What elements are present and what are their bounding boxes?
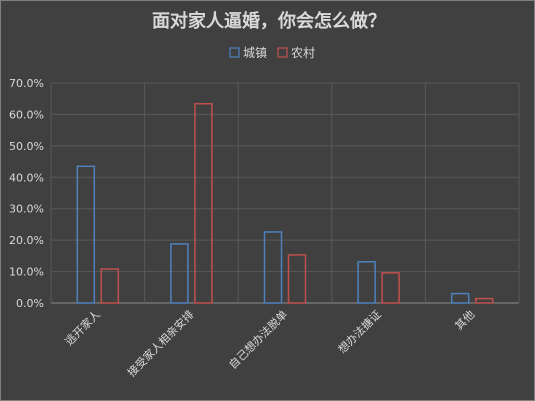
legend-label-0: 城镇 [243,46,267,60]
y-tick-label-2: 20.0% [9,234,44,247]
y-tick-label-4: 40.0% [9,171,44,184]
legend-label-1: 农村 [291,46,315,60]
y-tick-label-1: 10.0% [9,266,44,279]
y-tick-label-0: 0.0% [16,297,44,310]
bar-3-1 [381,272,400,304]
bars [76,102,494,304]
bar-4-1 [474,297,494,304]
y-tick-label-5: 50.0% [9,140,44,153]
bar-1-0 [170,243,189,304]
x-tick-label-2: 自己想办法脱单 [226,307,290,371]
x-tick-label-1: 接受家人相亲安排 [124,307,196,379]
x-tick-label-4: 其他 [453,308,478,333]
bar-2-1 [287,254,307,304]
x-tick-label-0: 逃开家人 [62,307,103,348]
chart-title: 面对家人逼婚，你会怎么做？ [152,10,386,32]
y-tick-label-3: 30.0% [9,203,44,216]
legend-swatch-0 [229,47,240,58]
y-tick-label-6: 60.0% [9,108,44,121]
y-tick-label-7: 70.0% [9,77,44,90]
legend-swatch-1 [277,47,288,58]
bar-0-1 [100,268,120,304]
bar-2-0 [263,231,283,304]
x-axis: 逃开家人 接受家人相亲安排 自己想办法脱单 想办法搪证 其他 [62,307,477,379]
bar-0-0 [76,165,96,304]
bar-4-0 [450,292,470,304]
x-tick-label-3: 想办法搪证 [335,307,384,356]
gridlines [50,82,520,304]
y-axis: 0.0% 10.0% 20.0% 30.0% 40.0% 50.0% 60.0% 70.0% [9,77,44,310]
bar-3-0 [357,261,376,304]
bar-1-1 [194,102,213,304]
legend: 城镇 农村 [229,46,315,60]
